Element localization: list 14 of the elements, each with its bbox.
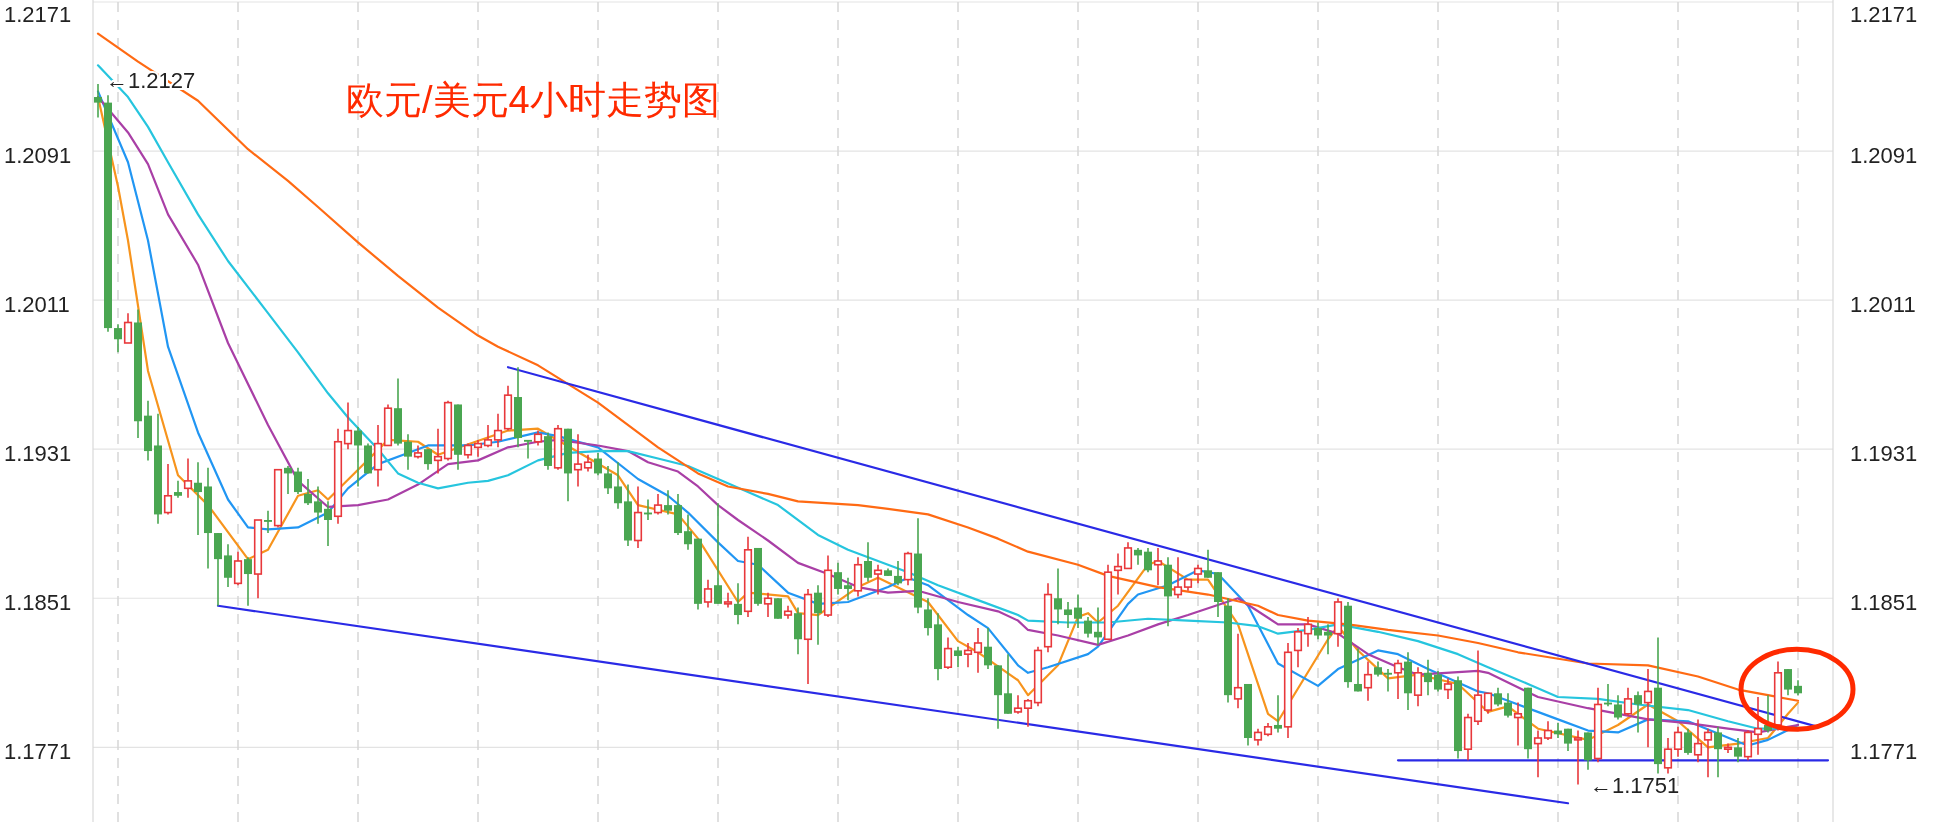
y-tick-label: 1.1931 [4, 440, 72, 466]
y2-tick-label: 1.2011 [1850, 291, 1916, 317]
y-tick-label: 1.2091 [4, 142, 72, 168]
y-tick-label: 1.2011 [4, 291, 70, 317]
y-tick-label: 1.1771 [4, 738, 72, 764]
y2-tick-label: 1.1851 [1850, 589, 1918, 615]
annotation: ←1.1751 [1590, 773, 1680, 799]
y-tick-label: 1.2171 [4, 1, 72, 27]
y2-tick-label: 1.1771 [1850, 738, 1918, 764]
y2-tick-label: 1.2091 [1850, 142, 1918, 168]
y2-tick-label: 1.1931 [1850, 440, 1918, 466]
y-tick-label: 1.1851 [4, 589, 72, 615]
y2-tick-label: 1.2171 [1850, 1, 1918, 27]
text: 欧元/美元4小时走势图 [346, 79, 720, 121]
